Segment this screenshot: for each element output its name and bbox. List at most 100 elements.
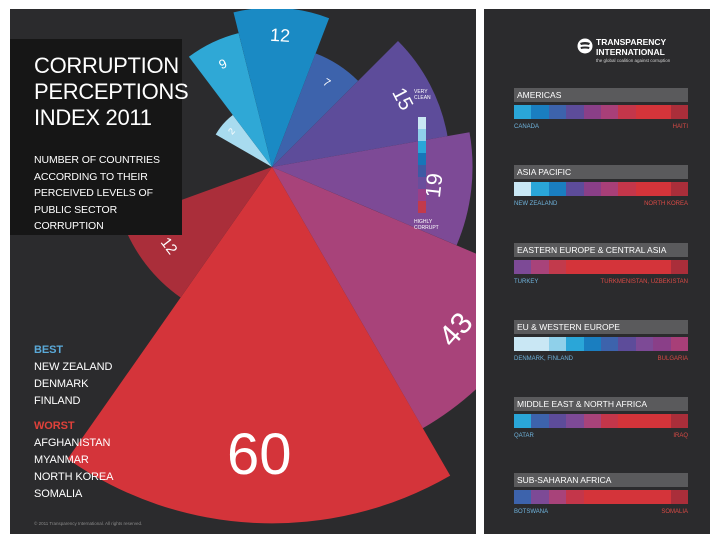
region-bar-segment: [531, 414, 549, 428]
subtitle-line: ACCORDING TO THEIR: [34, 170, 148, 183]
region-heading: MIDDLE EAST & NORTH AFRICA: [514, 397, 688, 411]
region-bar-segment: [653, 105, 671, 119]
region-bar-segment: [601, 337, 619, 351]
list-item: FINLAND: [34, 395, 81, 407]
region-bar-segment: [566, 260, 584, 274]
region-bar-segment: [548, 260, 567, 274]
region-bar-segment: [601, 182, 619, 196]
region-bar-segment: [514, 414, 532, 428]
scale-label-line: HIGHLY: [414, 219, 433, 225]
region-worst-country: SOMALIA: [661, 509, 688, 515]
chart-wedge: [122, 167, 272, 298]
region-heading: ASIA PACIFIC: [514, 165, 688, 179]
chart-wedge: [188, 33, 272, 167]
region-bar-segment: [635, 182, 654, 196]
chart-wedge-label: 60: [227, 422, 292, 487]
region-heading: EU & WESTERN EUROPE: [514, 320, 688, 334]
region-worst-country: IRAQ: [673, 433, 688, 439]
chart-wedge-label: 2: [226, 126, 237, 136]
region-bar-segment: [566, 414, 584, 428]
scale-color-bar: [418, 117, 426, 213]
scale-swatch: [418, 129, 426, 141]
region-bar-segment: [566, 337, 584, 351]
scale-swatch: [418, 141, 426, 153]
region-bar-segment: [531, 337, 549, 351]
region-worst-country: BULGARIA: [657, 356, 688, 362]
region-bar-segment: [548, 105, 567, 119]
region-asia-pacific: ASIA PACIFIC NEW ZEALAND NORTH KOREA: [514, 165, 689, 211]
region-heading: EASTERN EUROPE & CENTRAL ASIA: [514, 243, 688, 257]
logo-tagline: the global coalition against corruption: [596, 58, 671, 63]
title-line: CORRUPTION: [34, 53, 179, 78]
chart-wedge-label: 12: [269, 25, 290, 46]
region-extremes: BOTSWANA SOMALIA: [514, 509, 688, 519]
scale-swatch: [418, 165, 426, 177]
region-extremes: CANADA HAITI: [514, 124, 688, 134]
region-best-country: NEW ZEALAND: [514, 201, 558, 207]
region-best-country: QATAR: [514, 433, 534, 439]
region-extremes: NEW ZEALAND NORTH KOREA: [514, 201, 688, 211]
region-bar-segment: [583, 105, 602, 119]
chart-wedge: [67, 167, 451, 524]
page-subtitle: NUMBER OF COUNTRIES ACCORDING TO THEIR P…: [34, 152, 174, 235]
main-panel: 2 9 12 7 15 19 43 60 12 CORRUPTION PERCEPTIONS I…: [10, 9, 476, 534]
region-bar-segment: [514, 105, 532, 119]
subtitle-line: PERCEIVED LEVELS OF: [34, 187, 153, 199]
region-bar-segment: [635, 105, 654, 119]
region-bar-segment: [583, 490, 602, 504]
region-americas: AMERICAS CANADA HAITI: [514, 88, 689, 134]
worst-heading: WORST: [34, 420, 75, 432]
region-bar-segment: [618, 260, 636, 274]
region-extremes: DENMARK, FINLAND BULGARIA: [514, 356, 688, 366]
scale-label-line: CORRUPT: [414, 225, 439, 231]
title-box: CORRUPTION PERCEPTIONS INDEX 2011 NUMBER…: [10, 39, 189, 235]
scale-swatch: [418, 177, 426, 189]
scale-label-line: VERY: [414, 89, 428, 95]
panel-divider: [476, 9, 484, 534]
region-middle-east-north-africa: MIDDLE EAST & NORTH AFRICA QATAR IRAQ: [514, 397, 689, 443]
list-item: AFGHANISTAN: [34, 437, 111, 449]
region-color-bar: [514, 260, 689, 274]
chart-wedge-label: 7: [321, 77, 333, 90]
region-bar-segment: [653, 414, 671, 428]
best-heading: BEST: [34, 344, 63, 356]
scale-label-line: CLEAN: [414, 95, 431, 101]
region-best-country: BOTSWANA: [514, 509, 549, 515]
region-best-country: CANADA: [514, 124, 540, 130]
region-heading: AMERICAS: [514, 88, 688, 102]
scale-swatch: [418, 201, 426, 213]
chart-wedge-label: 12: [157, 234, 181, 258]
page-title: CORRUPTION PERCEPTIONS INDEX 2011: [34, 53, 189, 131]
chart-wedge: [233, 9, 330, 167]
region-color-bar: [514, 105, 689, 119]
region-bar-segment: [583, 414, 602, 428]
region-bar-segment: [653, 490, 671, 504]
scale-swatch: [418, 117, 426, 129]
chart-wedge: [272, 53, 359, 167]
region-best-country: DENMARK, FINLAND: [514, 356, 574, 362]
region-bar-segment: [618, 105, 636, 119]
region-bar-segment: [635, 414, 654, 428]
region-color-bar: [514, 182, 689, 196]
regions-panel: TRANSPARENCY INTERNATIONAL the global co…: [484, 9, 710, 534]
region-bar-segment: [514, 182, 532, 196]
list-item: NORTH KOREA: [34, 471, 114, 483]
region-bar-segment: [531, 490, 549, 504]
title-line: PERCEPTIONS: [34, 79, 189, 104]
region-color-bar: [514, 414, 689, 428]
region-bar-segment: [618, 490, 636, 504]
copyright-text: © 2011 Transparency International. All r…: [34, 521, 143, 526]
worst-list: WORST AFGHANISTAN MYANMAR NORTH KOREA SO…: [34, 418, 113, 503]
region-bar-segment: [548, 337, 567, 351]
region-bar-segment: [601, 105, 619, 119]
region-bar-segment: [548, 414, 567, 428]
region-bar-segment: [670, 260, 689, 274]
region-bar-segment: [670, 414, 689, 428]
region-bar-segment: [618, 182, 636, 196]
region-bar-segment: [531, 105, 549, 119]
region-color-bar: [514, 337, 689, 351]
region-sub-saharan-africa: SUB-SAHARAN AFRICA BOTSWANA SOMALIA: [514, 473, 689, 519]
list-item: NEW ZEALAND: [34, 361, 113, 373]
scale-label-corrupt: HIGHLY CORRUPT: [414, 219, 454, 231]
